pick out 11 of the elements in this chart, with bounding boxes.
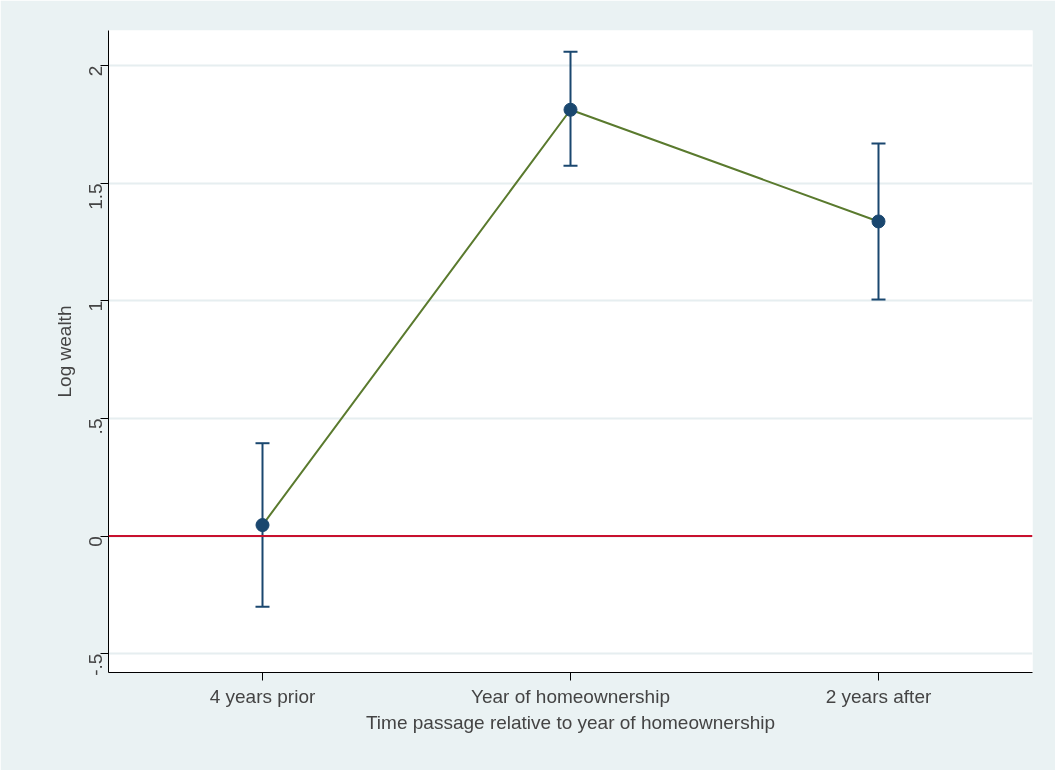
y-tick-label: -.5 bbox=[85, 653, 106, 676]
y-tick-label: 1.5 bbox=[85, 183, 106, 210]
y-axis-title: Log wealth bbox=[53, 305, 75, 398]
x-tick-label: Year of homeownership bbox=[471, 685, 670, 707]
x-tick-label: 4 years prior bbox=[209, 685, 316, 707]
y-tick-label: .5 bbox=[85, 418, 106, 435]
y-tick-label: 0 bbox=[85, 536, 106, 547]
y-tick-label: 1 bbox=[85, 300, 106, 312]
y-tick-label: 2 bbox=[85, 65, 106, 77]
x-tick-label: 2 years after bbox=[825, 685, 932, 707]
x-axis-title: Time passage relative to year of homeownership bbox=[365, 711, 776, 733]
